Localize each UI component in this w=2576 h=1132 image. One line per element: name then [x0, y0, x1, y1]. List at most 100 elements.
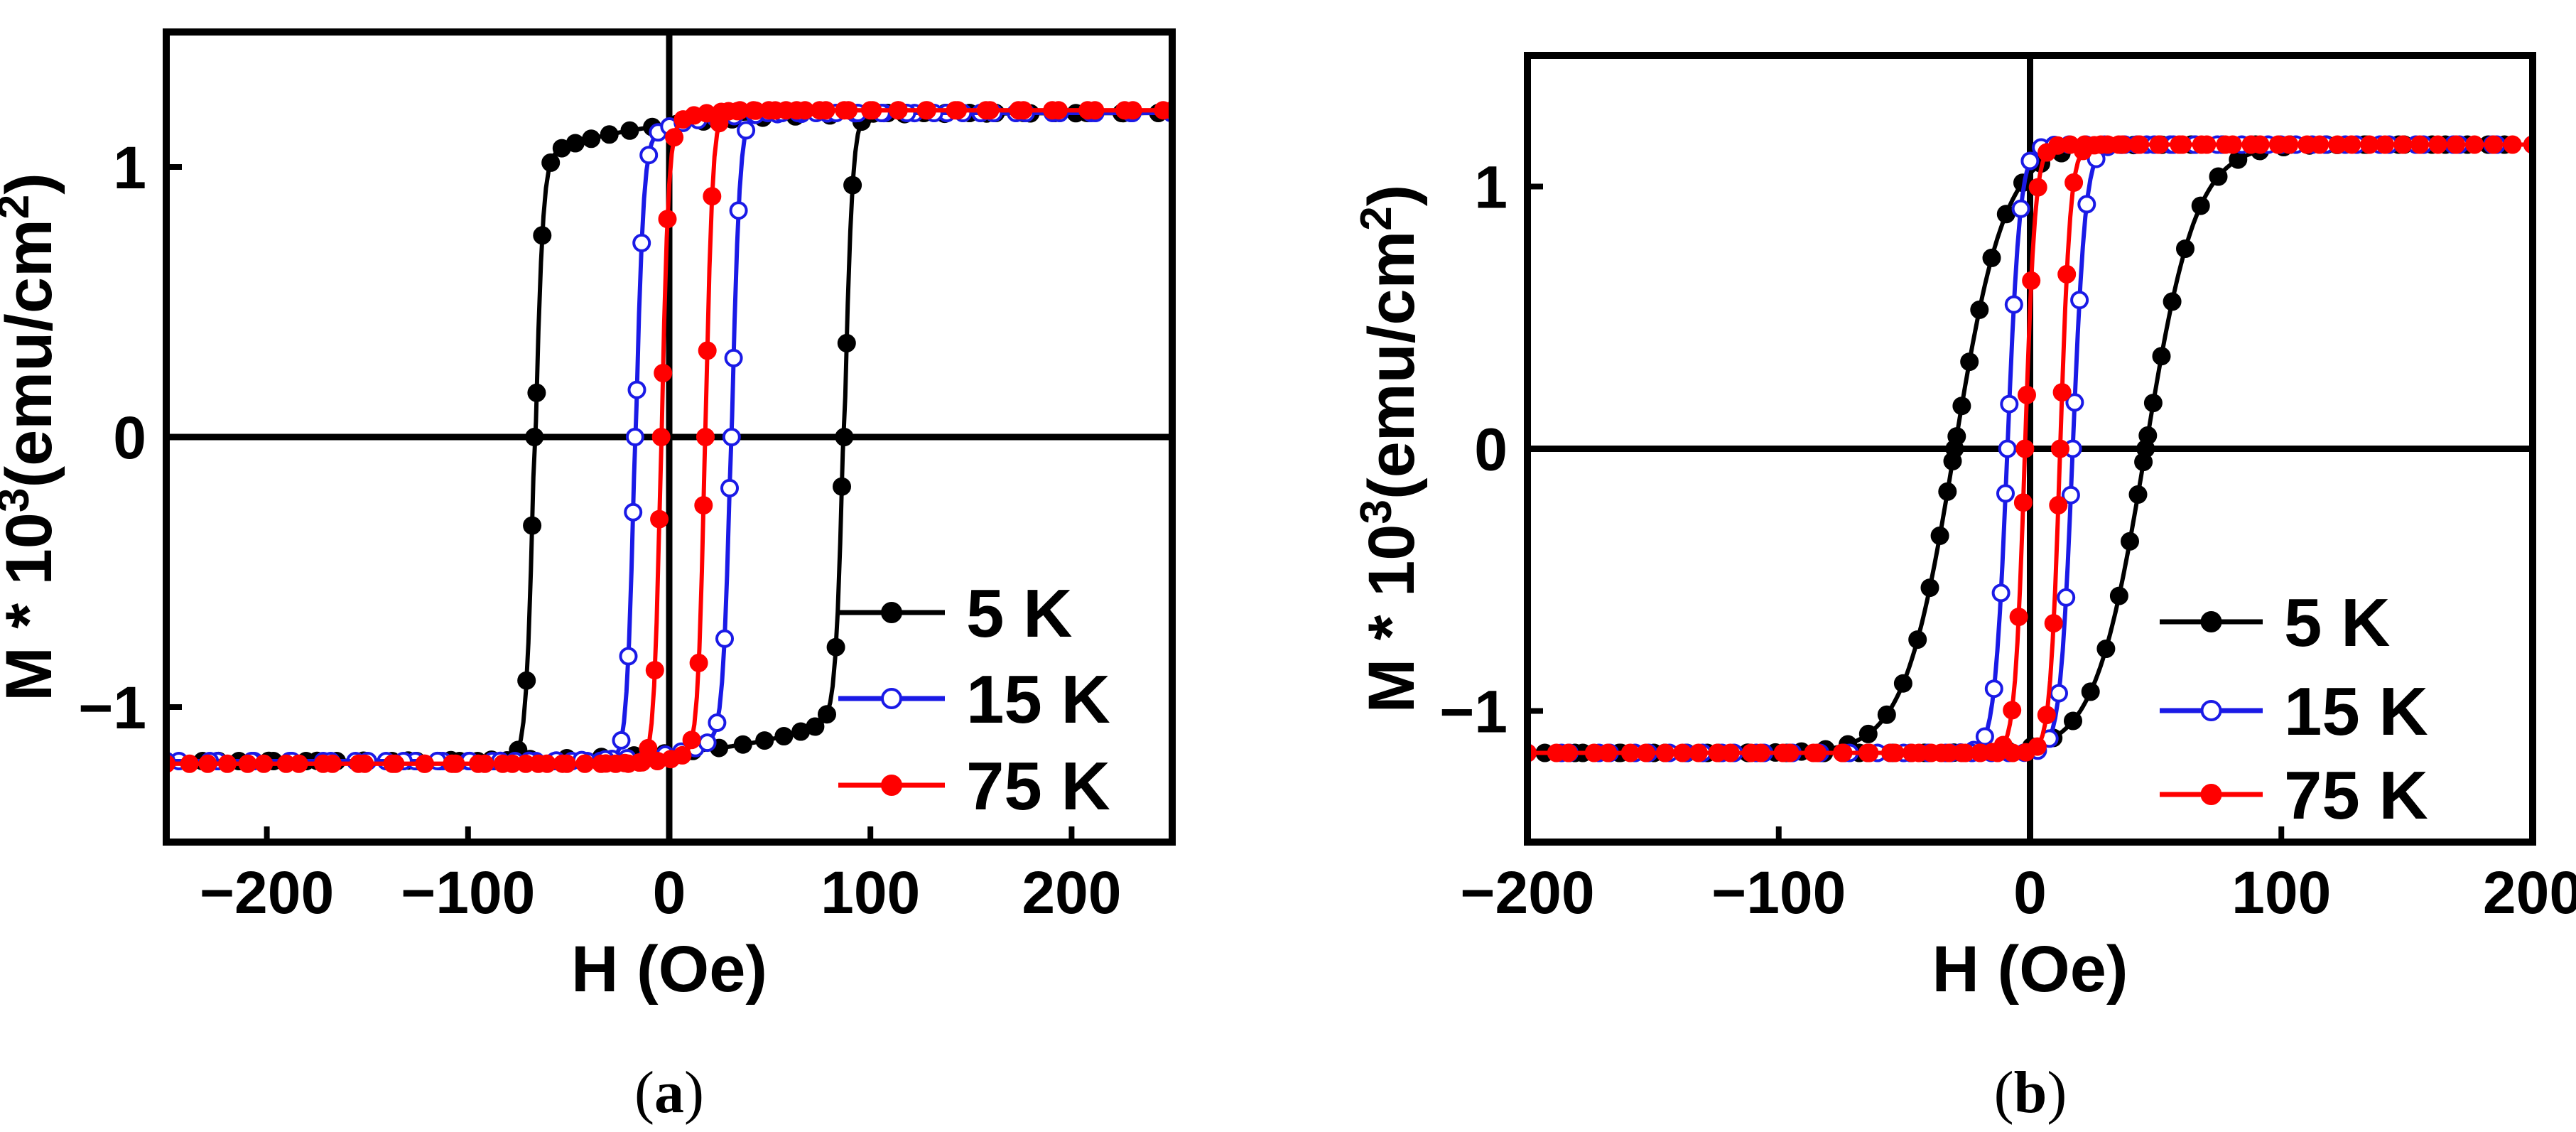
- data-point: [976, 101, 995, 120]
- data-point: [2028, 737, 2047, 756]
- caption-close: ): [2047, 1060, 2067, 1126]
- data-point: [2360, 135, 2379, 154]
- data-point: [1991, 583, 2011, 603]
- legend-marker: [881, 688, 902, 709]
- legend-entry-75k: 75 K: [838, 748, 1110, 824]
- data-point: [916, 101, 936, 120]
- data-point: [1975, 727, 1994, 746]
- x-axis-label: H (Oe): [1932, 933, 2128, 1006]
- y-axis-label: M * 103(emu/cm2): [1352, 185, 1428, 713]
- data-point: [2064, 711, 2082, 731]
- data-point: [2149, 135, 2168, 154]
- x-tick-label: 200: [1022, 859, 1121, 926]
- caption-close: ): [684, 1060, 704, 1126]
- data-point: [1804, 743, 1823, 762]
- data-point: [2138, 426, 2158, 445]
- y-axis-label-ylabel-sup: 3: [1352, 500, 1401, 524]
- data-point: [1908, 630, 1927, 649]
- data-point: [863, 101, 882, 120]
- data-point: [1984, 679, 2003, 699]
- y-axis-label-ylabel-sup: 3: [0, 488, 38, 512]
- data-point: [416, 754, 434, 773]
- data-point: [1877, 705, 1896, 724]
- data-point: [627, 380, 646, 399]
- data-point: [2057, 264, 2077, 284]
- data-point: [2098, 135, 2117, 154]
- data-point: [2143, 394, 2163, 413]
- data-point: [2004, 295, 2023, 314]
- data-point: [2000, 394, 2019, 414]
- data-point: [698, 341, 717, 360]
- data-point: [1043, 101, 1062, 120]
- data-point: [1982, 248, 2001, 267]
- data-point: [2216, 135, 2235, 154]
- data-point: [1947, 427, 1966, 446]
- x-tick-label: −200: [200, 859, 334, 926]
- data-point: [703, 187, 722, 206]
- data-point: [833, 477, 851, 496]
- y-axis-label: M * 103(emu/cm2): [0, 173, 65, 701]
- data-point: [1858, 724, 1878, 743]
- data-point: [818, 705, 836, 724]
- legend-label: 5 K: [2284, 585, 2390, 661]
- data-point: [2018, 385, 2036, 404]
- y-axis-label-ylabel-main: M * 10: [0, 512, 65, 701]
- data-point: [698, 733, 717, 753]
- data-point: [2152, 347, 2171, 366]
- data-point: [624, 502, 643, 522]
- caption-open: (: [1994, 1060, 2014, 1126]
- data-point: [2050, 439, 2069, 458]
- data-point: [737, 121, 756, 140]
- data-point: [1910, 743, 1929, 762]
- panel-b: −200 −100 0 100 200 −1 0 1 H (Oe) M * 103(emu/cm2…: [1352, 52, 2576, 1126]
- data-point: [645, 661, 664, 680]
- data-point: [2049, 495, 2068, 514]
- y-axis-label-ylabel-main: M * 10: [1355, 524, 1428, 713]
- data-point: [1932, 743, 1951, 762]
- data-point: [1773, 743, 1792, 762]
- legend-entry-15k: 15 K: [838, 662, 1110, 738]
- legend-marker: [881, 602, 902, 623]
- data-point: [806, 717, 825, 736]
- legend-label: 15 K: [966, 662, 1110, 738]
- data-point: [2061, 485, 2080, 505]
- data-point: [2163, 292, 2182, 311]
- data-point: [625, 428, 644, 446]
- data-point: [620, 121, 639, 140]
- data-point: [826, 637, 845, 657]
- data-point: [1970, 300, 1989, 319]
- data-point: [1920, 578, 1939, 598]
- caption-letter: a: [654, 1060, 684, 1126]
- data-point: [2109, 586, 2128, 605]
- x-tick-label: −100: [1711, 859, 1846, 926]
- data-point: [523, 516, 542, 535]
- data-point: [720, 478, 739, 497]
- data-point: [889, 101, 908, 120]
- data-point: [2328, 135, 2347, 154]
- data-point: [1971, 743, 1990, 762]
- x-tick-label: 200: [2483, 859, 2576, 926]
- data-point: [1673, 743, 1692, 762]
- data-point: [673, 745, 692, 765]
- data-point: [2070, 291, 2089, 310]
- legend-label: 75 K: [966, 748, 1110, 824]
- data-point: [710, 114, 729, 133]
- data-point: [2050, 684, 2068, 703]
- data-point: [708, 713, 727, 732]
- data-point: [529, 754, 548, 773]
- data-point: [2393, 135, 2413, 154]
- data-point: [553, 754, 572, 773]
- caption-letter: b: [2014, 1060, 2047, 1126]
- x-tick-label: 100: [2231, 859, 2331, 926]
- data-point: [1893, 674, 1912, 693]
- data-point: [835, 428, 854, 446]
- data-point: [2009, 608, 2028, 627]
- data-point: [619, 647, 638, 666]
- data-point: [665, 128, 684, 147]
- data-point: [733, 735, 752, 754]
- x-axis-label: H (Oe): [571, 933, 767, 1006]
- data-point: [2176, 239, 2195, 258]
- legend-label: 5 K: [966, 576, 1072, 652]
- data-point: [446, 754, 465, 773]
- data-point: [2044, 614, 2063, 633]
